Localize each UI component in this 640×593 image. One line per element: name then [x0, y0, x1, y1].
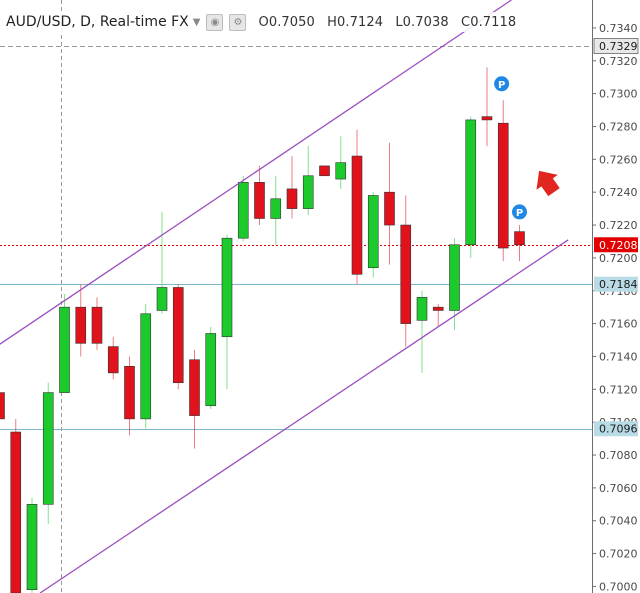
candle-body-1 [10, 431, 22, 593]
candle-body-30 [481, 116, 493, 121]
candle-body-17 [270, 198, 282, 219]
candle-body-9 [140, 313, 152, 420]
candle-body-24 [384, 191, 395, 226]
markers-layer: PP [494, 76, 560, 220]
tick-label-4: 0.7260 [599, 153, 638, 166]
candle-body-13 [205, 333, 217, 407]
horizontal-lines-layer [0, 46, 592, 430]
candle-body-6 [91, 306, 103, 344]
price-axis-background [592, 0, 640, 593]
tick-label-14: 0.7060 [599, 482, 638, 495]
candle-body-28 [449, 244, 460, 311]
price-label-3: 0.7096 [599, 423, 638, 436]
candle-body-7 [107, 346, 119, 374]
chevron-down-icon[interactable]: ▼ [192, 16, 201, 28]
candle-body-10 [156, 287, 168, 311]
candle-body-8 [124, 366, 135, 420]
candle-body-32 [514, 231, 525, 246]
candle-body-14 [221, 237, 233, 338]
candle-body-18 [286, 188, 298, 209]
candles-layer [0, 67, 525, 593]
candle-body-16 [254, 182, 265, 219]
tick-label-3: 0.7280 [599, 120, 638, 133]
p-marker-label-0: P [498, 80, 505, 91]
candle-body-0 [0, 392, 5, 420]
candle-body-19 [302, 175, 314, 209]
price-label-box-2 [594, 276, 638, 292]
symbol-title[interactable]: AUD/USD, D, Real-time FX [6, 14, 189, 30]
p-marker-1 [512, 204, 527, 220]
candle-body-23 [367, 195, 379, 269]
p-marker-0 [494, 76, 510, 92]
eye-icon[interactable]: ◉ [206, 13, 224, 31]
candle-body-31 [497, 122, 509, 249]
close-value: C0.7118 [461, 14, 517, 30]
channel-line-0 [0, 0, 512, 345]
price-axis: 0.7340 0.7320 0.7300 0.7280 0.7260 0.7240 0.72… [592, 0, 640, 593]
red-arrow-icon [536, 170, 560, 197]
tick-label-13: 0.7080 [599, 449, 638, 462]
candle-body-5 [75, 306, 87, 344]
red-arrow-shape [536, 170, 560, 197]
p-marker-label-1: P [516, 208, 523, 219]
candle-body-21 [335, 162, 347, 180]
tick-label-6: 0.7220 [599, 219, 638, 232]
candle-body-20 [319, 165, 330, 177]
price-label-1: 0.7208 [599, 239, 638, 252]
ohlc-readout: O0.7050 H0.7124 L0.7038 C0.7118 [258, 15, 524, 30]
candle-body-3 [42, 392, 54, 505]
low-value: L0.7038 [395, 14, 449, 30]
tick-label-7: 0.7200 [599, 252, 638, 265]
price-label-box-1 [594, 237, 638, 253]
high-value: H0.7124 [327, 14, 384, 30]
tick-label-16: 0.7020 [599, 548, 638, 561]
price-label-box-0 [593, 38, 639, 54]
price-label-2: 0.7184 [599, 278, 638, 291]
candle-body-29 [465, 119, 477, 246]
price-label-box-3 [594, 421, 638, 437]
candle-body-2 [26, 503, 38, 591]
candle-body-12 [189, 359, 200, 416]
tick-label-15: 0.7040 [599, 515, 638, 528]
open-value: O0.7050 [258, 14, 315, 30]
tick-label-17: 0.7000 [599, 580, 638, 593]
gear-icon[interactable]: ⚙ [229, 13, 247, 31]
chart-header: AUD/USD, D, Real-time FX ▼ ◉ ⚙ O0.7050 H… [6, 12, 525, 32]
channel-line-1 [39, 239, 569, 593]
candle-body-15 [237, 182, 249, 239]
tick-label-5: 0.7240 [599, 186, 638, 199]
tick-label-9: 0.7160 [599, 318, 638, 331]
tick-label-10: 0.7140 [599, 350, 638, 363]
channel-lines-layer [0, 0, 569, 593]
price-label-0: 0.7329 [599, 40, 638, 53]
candle-body-22 [351, 155, 363, 275]
candle-body-11 [172, 287, 184, 384]
candle-body-25 [400, 224, 412, 324]
tick-label-1: 0.7320 [599, 55, 638, 68]
candle-body-26 [416, 297, 428, 321]
tick-label-2: 0.7300 [599, 88, 638, 101]
candle-body-27 [432, 306, 444, 311]
candle-body-4 [59, 306, 70, 393]
tick-label-0: 0.7340 [599, 22, 638, 35]
tick-label-11: 0.7120 [599, 383, 638, 396]
